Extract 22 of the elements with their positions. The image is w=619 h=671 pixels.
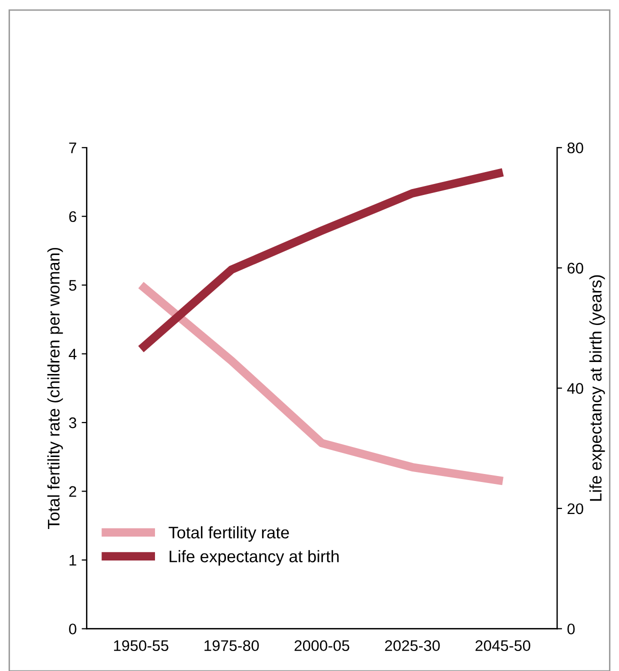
y-tick-label: 3 bbox=[69, 417, 76, 428]
y-tick-label: 7 bbox=[69, 142, 76, 154]
x-tick-label: 2045-50 bbox=[476, 640, 530, 652]
y-tick-label: 0 bbox=[69, 624, 76, 634]
x-tick-label: 1975-80 bbox=[204, 640, 259, 652]
legend-label: Life expectancy at birth bbox=[170, 550, 339, 566]
y2-tick-label: 60 bbox=[568, 262, 584, 274]
y2-tick-label: 0 bbox=[567, 624, 575, 634]
y2-tick-label: 80 bbox=[567, 142, 584, 154]
y-tick-label: 2 bbox=[69, 486, 76, 497]
y2-tick-label: 40 bbox=[567, 383, 584, 394]
y2-tick-label: 20 bbox=[568, 503, 584, 514]
y-tick-label: 1 bbox=[70, 555, 76, 566]
y-axis-title: Total fertility rate (children per woman) bbox=[47, 248, 63, 530]
x-tick-label: 1950-55 bbox=[114, 640, 168, 652]
y-tick-label: 4 bbox=[68, 348, 76, 360]
legend-label: Total fertility rate bbox=[168, 526, 289, 542]
x-tick-label: 2025-30 bbox=[385, 640, 440, 652]
y-tick-label: 5 bbox=[69, 280, 76, 291]
y2-axis-title: Life expectancy at birth (years) bbox=[589, 275, 605, 501]
y-tick-label: 6 bbox=[69, 211, 76, 222]
x-tick-label: 2000-05 bbox=[294, 640, 350, 652]
